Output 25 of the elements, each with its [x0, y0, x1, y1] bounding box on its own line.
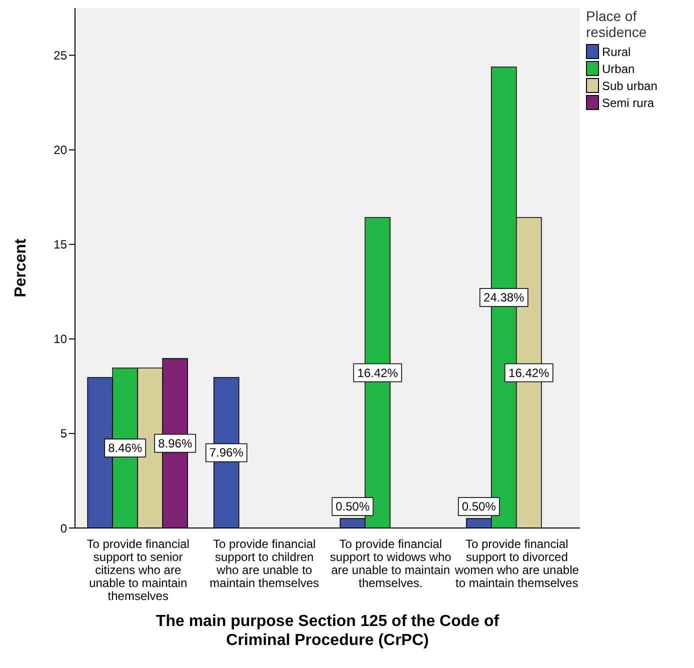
data-label: 7.96%	[209, 446, 244, 460]
y-tick-label: 10	[54, 332, 68, 346]
legend-label: Semi rura	[602, 96, 654, 110]
data-label: 16.42%	[508, 366, 550, 380]
y-axis-title: Percent	[12, 238, 30, 298]
legend-label: Urban	[602, 62, 635, 76]
y-tick-label: 0	[60, 521, 68, 536]
data-label: 0.50%	[462, 500, 496, 514]
x-axis-title: The main purpose Section 125 of the Code of Criminal Procedure (CrPC)	[154, 612, 500, 650]
data-label: 8.46%	[108, 441, 142, 456]
x-tick-label: To provide financial support to senior citizens who are unable to maintain themselves	[86, 537, 190, 603]
data-label: 8.96%	[158, 436, 192, 450]
data-label: 16.42%	[357, 366, 398, 380]
x-tick-label: To provide financial support to divorced women who are unable to maintain themselves	[454, 537, 580, 590]
legend-label: Sub urban	[602, 78, 658, 92]
y-tick-label: 5	[60, 426, 68, 441]
legend-title: Place of residence	[586, 8, 648, 40]
y-tick-label: 20	[54, 143, 68, 158]
data-label: 24.38%	[484, 290, 525, 304]
legend-label: Rural	[602, 44, 631, 58]
x-tick-label: To provide financial support to children who are unable to maintain themselves	[210, 537, 320, 590]
y-tick-label: 25	[54, 48, 68, 63]
data-label: 0.50%	[336, 500, 370, 514]
y-tick-label: 15	[54, 238, 68, 252]
x-tick-label: To provide financial support to widows who are unable to maintain themselves.	[330, 537, 452, 590]
